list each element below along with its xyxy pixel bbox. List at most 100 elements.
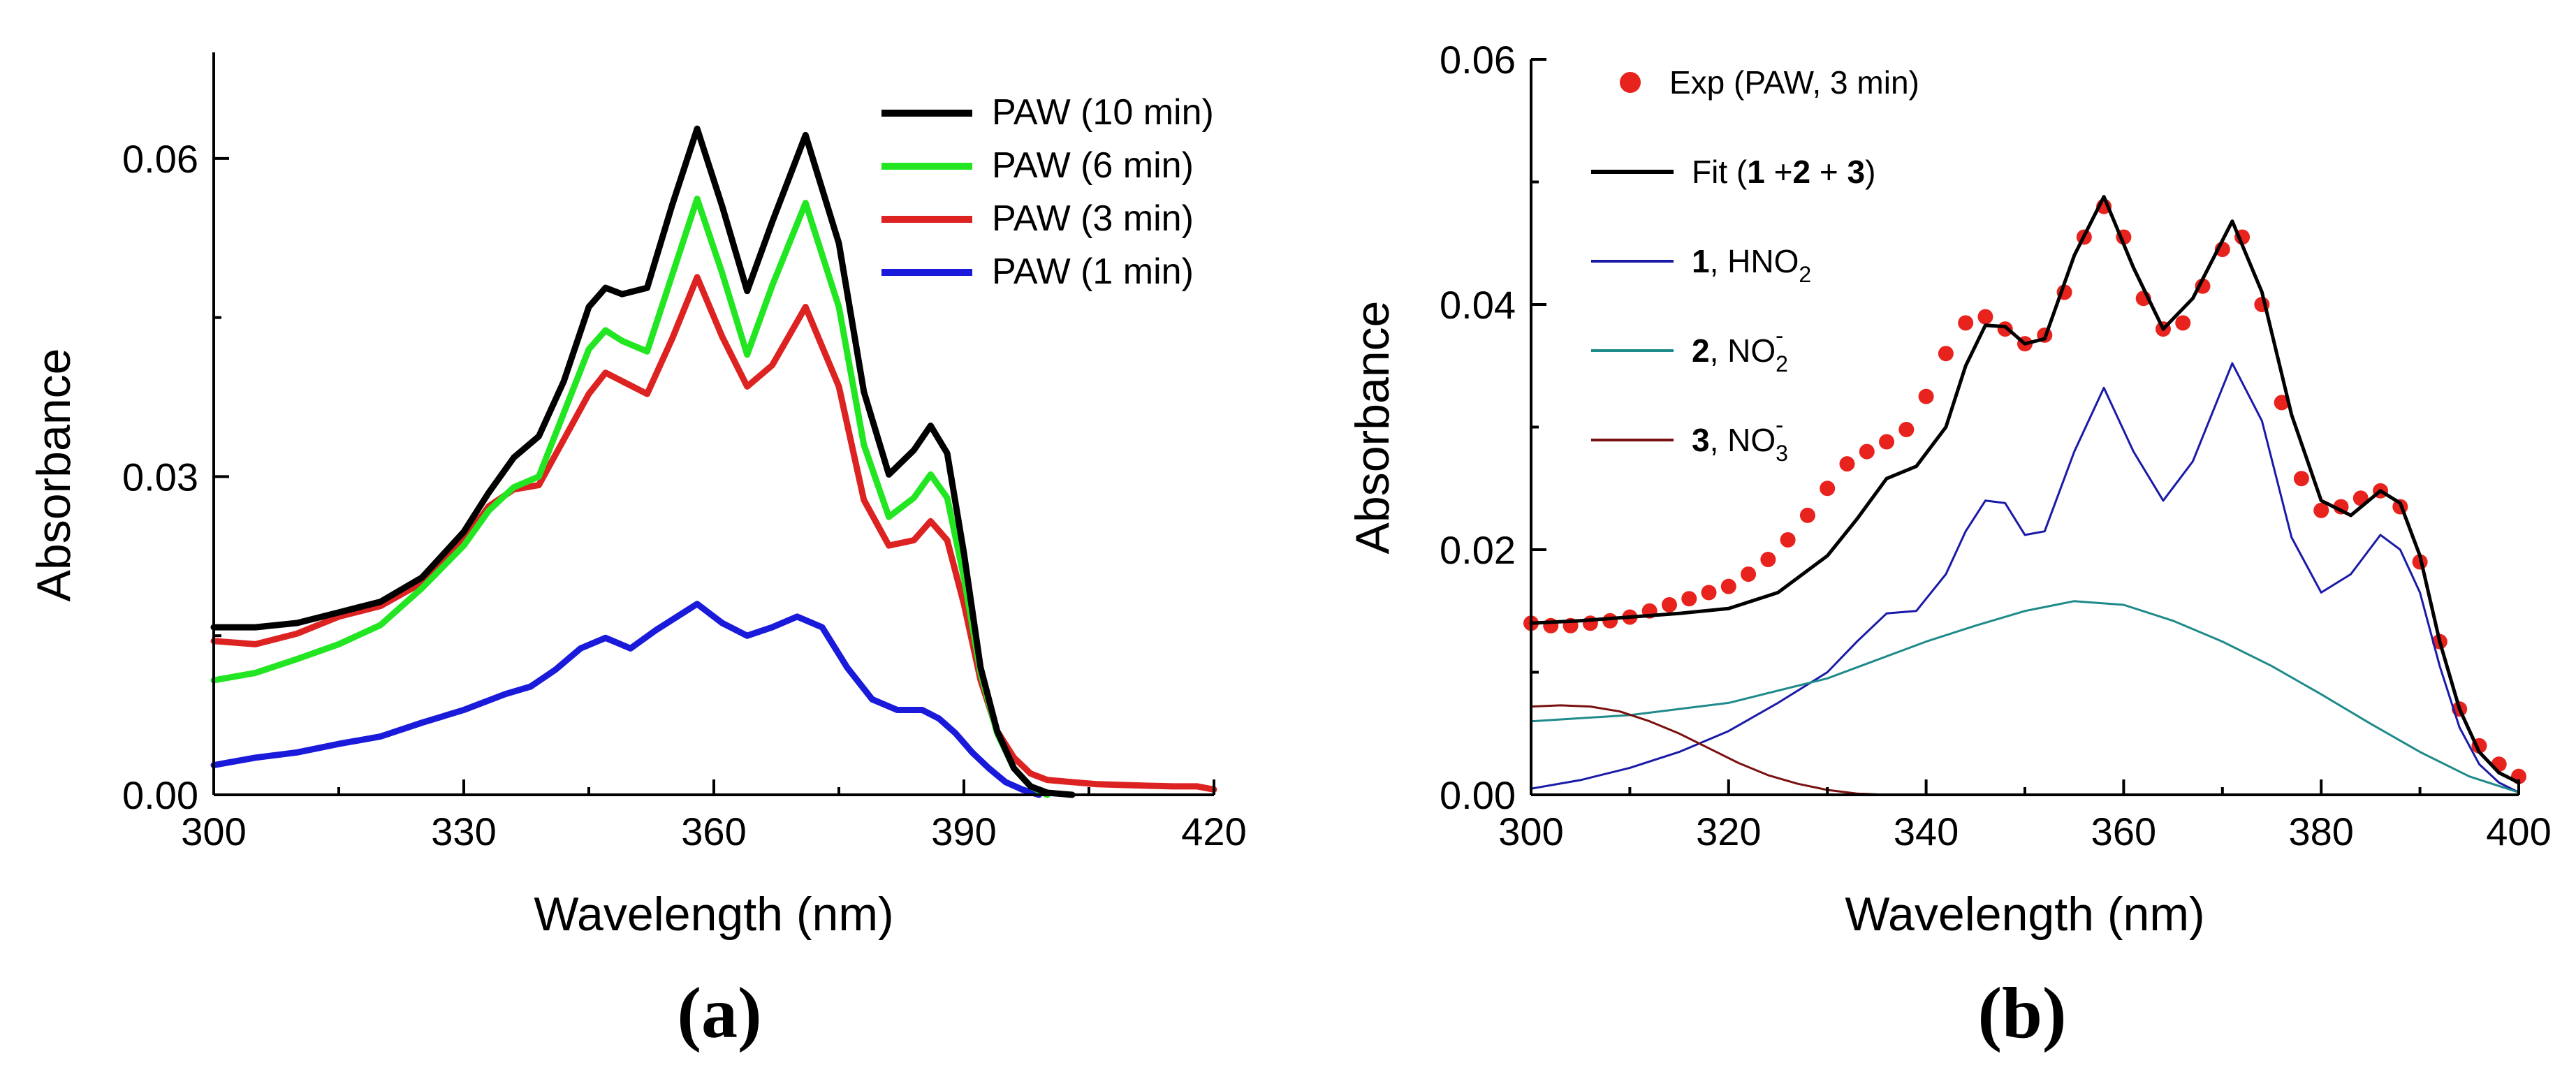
panel-b-y-tick-label: 0.04 xyxy=(1440,283,1516,327)
panel-a-series-paw-6-min xyxy=(210,196,1051,798)
panel-a-y-tick-label: 0.03 xyxy=(122,455,198,499)
fit-num-2: 2 xyxy=(1792,154,1810,190)
panel-b-legend: Exp (PAW, 3 min) Fit (1 +2 + 3) 1, HNO2 … xyxy=(1591,64,1919,466)
panel-b-plot-area xyxy=(1523,195,2526,796)
data-point xyxy=(1820,481,1836,497)
panel-a-series-paw-1-min xyxy=(210,601,1042,798)
data-point xyxy=(1879,434,1895,450)
data-point xyxy=(1918,388,1934,404)
panel-a-y-tick-label: 0.06 xyxy=(122,137,198,181)
data-point xyxy=(1720,578,1736,594)
fit-prefix: Fit ( xyxy=(1692,154,1748,190)
legend-a-label-6min: PAW (6 min) xyxy=(992,145,1194,186)
legend-a-entry-3min: PAW (3 min) xyxy=(881,198,1194,239)
legend-a-entry-10min: PAW (10 min) xyxy=(881,92,1214,133)
no2-text: , NO xyxy=(1710,332,1776,369)
data-point xyxy=(1602,613,1618,629)
fit-mid-1: + xyxy=(1765,154,1793,190)
data-point xyxy=(2293,471,2309,487)
panel-a-series-paw-10-min xyxy=(210,125,1076,798)
data-point xyxy=(1701,585,1717,601)
panel-b: 300 320 340 360 380 400 0.00 0.02 0.04 0.06 Wavel… xyxy=(1346,38,2552,1053)
no2-num: 2 xyxy=(1692,332,1710,369)
legend-b-entry-exp: Exp (PAW, 3 min) xyxy=(1620,64,1919,101)
data-point xyxy=(1898,422,1915,438)
data-point xyxy=(1799,507,1815,523)
legend-b-entry-no2: 2, NO2- xyxy=(1591,323,1788,376)
legend-a-label-10min: PAW (10 min) xyxy=(992,92,1214,133)
data-point xyxy=(1661,596,1677,613)
panel-b-label: (b) xyxy=(1977,973,2066,1053)
panel-b-y-tick-label: 0.02 xyxy=(1440,528,1516,572)
panel-b-x-tick-label: 320 xyxy=(1696,809,1761,853)
no2-sup: - xyxy=(1776,323,1783,349)
panel-b-x-axis-title: Wavelength (nm) xyxy=(1845,888,2204,941)
panel-a-ticks: 300 330 360 390 420 0.00 0.03 0.06 xyxy=(122,137,1247,853)
panel-a-x-tick-label: 390 xyxy=(931,809,996,853)
legend-a-entry-1min: PAW (1 min) xyxy=(881,251,1194,292)
legend-a-entry-6min: PAW (6 min) xyxy=(881,145,1194,186)
fit-suffix: ) xyxy=(1865,154,1875,190)
panel-b-y-tick-label: 0.00 xyxy=(1440,773,1516,817)
no3-sup: - xyxy=(1776,412,1783,439)
legend-b-swatch-exp xyxy=(1620,72,1641,93)
data-point xyxy=(1977,309,1993,325)
panel-a-y-axis-title: Absorbance xyxy=(27,349,80,602)
panel-a-x-axis-title: Wavelength (nm) xyxy=(534,888,893,941)
no2-sub: 2 xyxy=(1776,351,1788,376)
panel-b-series-2-no2 xyxy=(1530,600,2520,793)
legend-b-label-hno2: 1, HNO2 xyxy=(1692,243,1811,287)
panel-a-x-tick-label: 300 xyxy=(181,809,246,853)
panel-a-legend: PAW (10 min) PAW (6 min) PAW (3 min) PAW… xyxy=(881,92,1214,292)
hno2-num: 1 xyxy=(1692,243,1710,279)
panel-b-series-1-hno2 xyxy=(1530,362,2520,793)
data-point xyxy=(1741,566,1757,582)
fit-num-3: 3 xyxy=(1847,154,1865,190)
panel-b-ticks: 300 320 340 360 380 400 0.00 0.02 0.04 0.06 xyxy=(1440,38,2552,853)
data-point xyxy=(1582,615,1598,631)
panel-b-x-tick-label: 340 xyxy=(1894,809,1959,853)
no3-sub: 3 xyxy=(1776,441,1788,466)
panel-b-x-tick-label: 300 xyxy=(1498,809,1563,853)
hno2-sub: 2 xyxy=(1799,262,1811,287)
panel-b-y-tick-label: 0.06 xyxy=(1440,38,1516,82)
panel-a-y-tick-label: 0.00 xyxy=(122,773,198,817)
legend-b-label-fit: Fit (1 +2 + 3) xyxy=(1692,154,1875,190)
panel-a-x-tick-label: 330 xyxy=(431,809,496,853)
hno2-text: , HNO xyxy=(1710,243,1799,279)
no3-num: 3 xyxy=(1692,422,1710,458)
panel-a-x-tick-label: 420 xyxy=(1181,809,1246,853)
data-point xyxy=(1681,591,1697,607)
panel-b-series-fit-1-2-3 xyxy=(1529,195,2521,784)
data-point xyxy=(1760,552,1776,568)
panel-a-x-tick-label: 360 xyxy=(681,809,746,853)
legend-a-label-3min: PAW (3 min) xyxy=(992,198,1194,239)
legend-b-label-exp: Exp (PAW, 3 min) xyxy=(1669,64,1919,101)
legend-b-label-no2: 2, NO2- xyxy=(1692,323,1788,376)
panel-b-x-tick-label: 380 xyxy=(2288,809,2353,853)
data-point xyxy=(1780,532,1796,548)
data-point xyxy=(2274,395,2290,411)
legend-b-entry-no3: 3, NO3- xyxy=(1591,412,1788,466)
panel-a: 300 330 360 390 420 0.00 0.03 0.06 Wavelength (… xyxy=(27,52,1247,1053)
data-point xyxy=(1859,444,1875,460)
panel-a-series-paw-3-min xyxy=(210,274,1217,793)
legend-b-entry-fit: Fit (1 +2 + 3) xyxy=(1591,154,1875,190)
legend-b-label-no3: 3, NO3- xyxy=(1692,412,1788,466)
no3-text: , NO xyxy=(1710,422,1776,458)
data-point xyxy=(1839,456,1855,472)
data-point xyxy=(1938,346,1954,362)
data-point xyxy=(2313,502,2329,518)
data-point xyxy=(1958,315,1974,331)
legend-a-label-1min: PAW (1 min) xyxy=(992,251,1194,292)
panel-b-series-exp-paw-3-min xyxy=(1523,198,2526,784)
panel-b-x-tick-label: 360 xyxy=(2091,809,2156,853)
panel-b-x-tick-label: 400 xyxy=(2486,809,2551,853)
panel-a-label: (a) xyxy=(677,973,761,1053)
data-point xyxy=(2175,315,2191,331)
legend-b-entry-hno2: 1, HNO2 xyxy=(1591,243,1811,287)
fit-mid-2: + xyxy=(1810,154,1847,190)
fit-num-1: 1 xyxy=(1747,154,1765,190)
panel-a-plot-area xyxy=(210,125,1217,798)
